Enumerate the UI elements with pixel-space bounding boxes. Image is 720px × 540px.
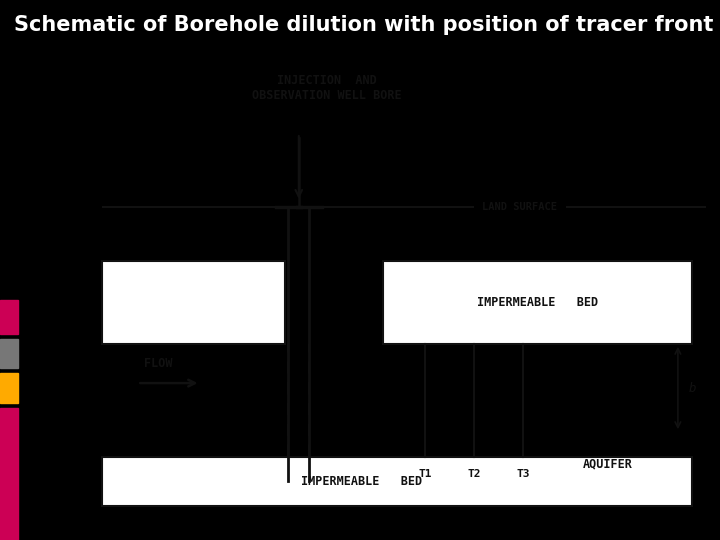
Bar (0, 300, 18, 334)
Text: T2: T2 (467, 469, 481, 479)
Text: IMPERMEABLE   BED: IMPERMEABLE BED (302, 475, 423, 488)
Text: Schematic of Borehole dilution with position of tracer front at T = 1, T: Schematic of Borehole dilution with posi… (14, 15, 720, 35)
Text: FLOW: FLOW (145, 357, 173, 370)
Text: T3: T3 (517, 469, 530, 479)
Bar (102, 457, 692, 505)
Text: AQUIFER: AQUIFER (582, 457, 633, 470)
Bar (0, 373, 18, 403)
Bar (102, 260, 285, 344)
Text: INJECTION  AND
OBSERVATION WELL BORE: INJECTION AND OBSERVATION WELL BORE (252, 74, 402, 102)
Text: IMPERMEABLE   BED: IMPERMEABLE BED (477, 296, 598, 309)
Text: LAND SURFACE: LAND SURFACE (482, 201, 557, 212)
Text: b: b (688, 381, 696, 395)
Bar (0, 408, 18, 540)
Bar (383, 260, 692, 344)
Bar (0, 339, 18, 368)
Text: T1: T1 (418, 469, 432, 479)
